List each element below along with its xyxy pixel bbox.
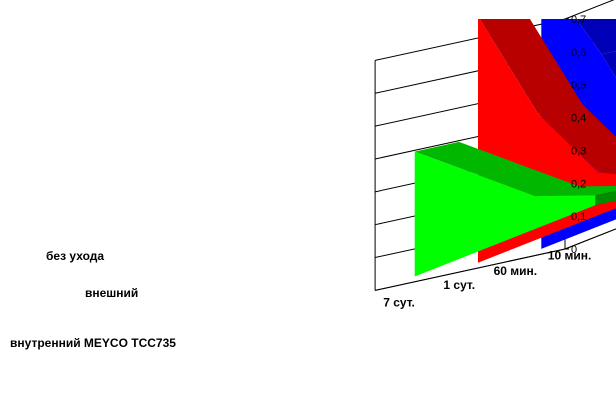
y-tick-label: 0,7 <box>571 14 586 26</box>
ribbon-top-segment <box>474 164 580 197</box>
ribbon-top-segment <box>535 185 616 197</box>
y-tick-label: 0,3 <box>571 145 586 157</box>
category-label: 7 сут. <box>383 296 415 310</box>
series-label: внутренний MEYCO TCC735 <box>10 336 176 350</box>
series-layer <box>414 19 616 277</box>
ribbon-top-segment <box>414 141 520 174</box>
ribbon-front-face <box>414 151 596 277</box>
ribbon-top-segment <box>576 19 616 55</box>
category-label: 1 сут. <box>443 278 475 292</box>
category-label: 10 мин. <box>548 248 592 262</box>
series-ribbon <box>414 141 616 277</box>
series-label: внешний <box>85 286 138 300</box>
series-label: без ухода <box>46 249 104 263</box>
y-tick-label: 0,5 <box>571 80 586 92</box>
side-wall-gridline <box>564 0 615 20</box>
y-tick-label: 0,1 <box>571 211 586 223</box>
y-tick-label: 0 <box>571 244 577 256</box>
y-tick-label: 0,6 <box>571 47 586 59</box>
ribbon-top-segment <box>601 51 616 78</box>
ribbon-top-segment <box>598 168 616 175</box>
ribbon-end-cap <box>595 190 616 206</box>
y-tick-label: 0,2 <box>571 178 586 190</box>
ribbon-top-segment <box>538 104 616 173</box>
y-tick-label: 0,4 <box>571 113 586 125</box>
label-layer: 0 0,1 0,2 0,3 0,4 0,5 0,6 0,7 10 мин. 60 мин. 1 су… <box>10 14 591 350</box>
ribbon-top-segment <box>479 19 583 114</box>
category-label: 60 мин. <box>494 264 538 278</box>
